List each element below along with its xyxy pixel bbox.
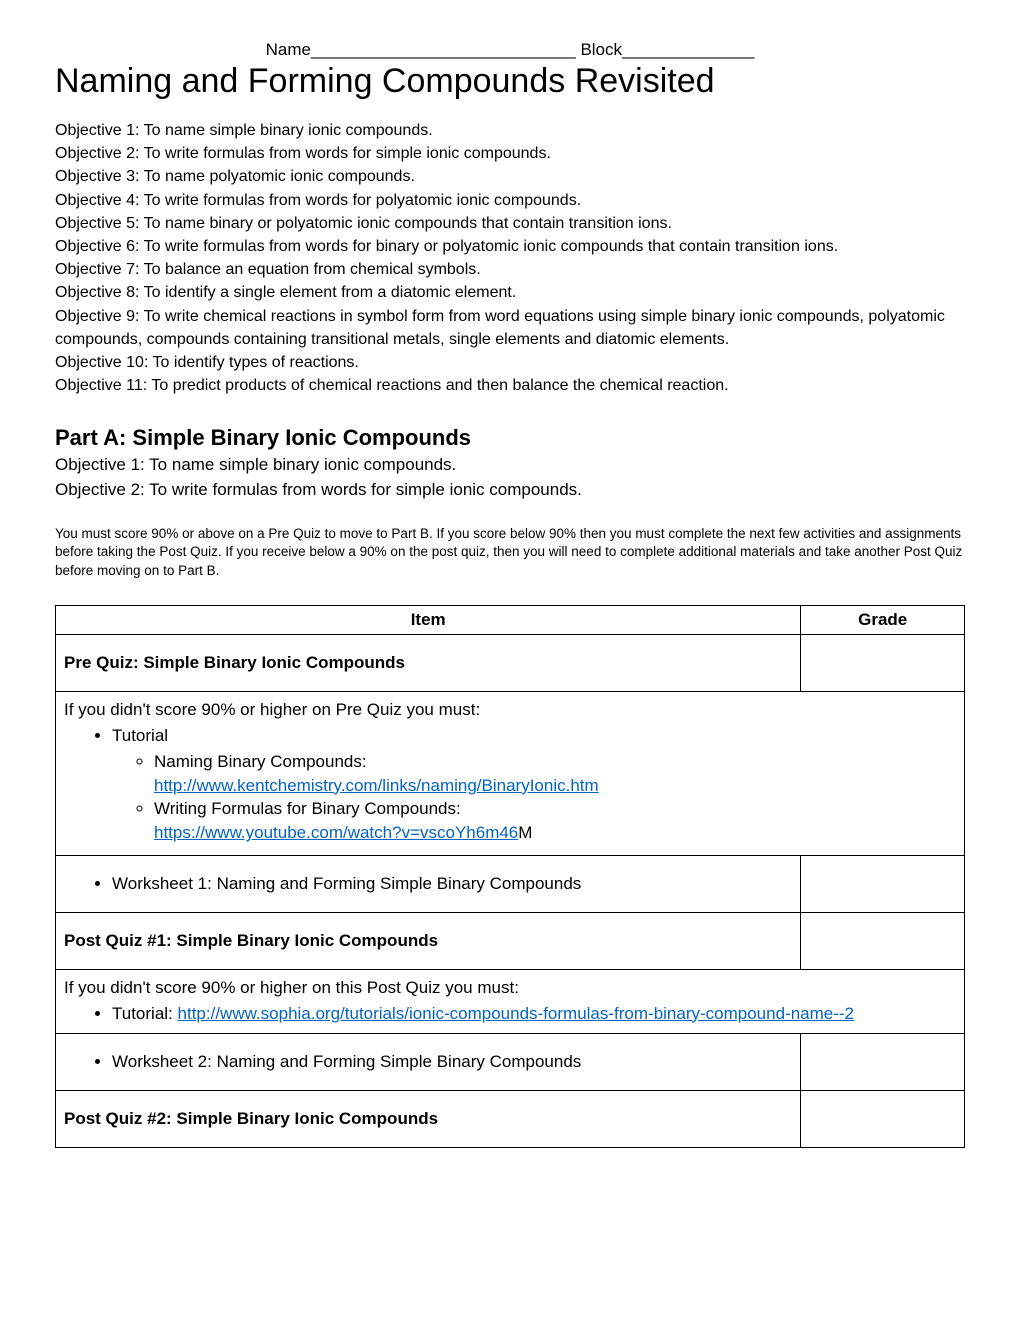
part-a-obj2: Objective 2: To write formulas from word…: [55, 478, 965, 503]
header-line: Name____________________________ Block__…: [55, 40, 965, 60]
table-row: Post Quiz #1: Simple Binary Ionic Compou…: [56, 912, 965, 969]
grade-table: Item Grade Pre Quiz: Simple Binary Ionic…: [55, 605, 965, 1148]
table-header-row: Item Grade: [56, 606, 965, 635]
block-line: ______________: [622, 40, 754, 59]
block-label: Block: [580, 40, 622, 59]
objective-2: Objective 2: To write formulas from word…: [55, 142, 965, 165]
grade-cell: [801, 635, 965, 692]
table-row: Worksheet 1: Naming and Forming Simple B…: [56, 855, 965, 912]
outer-list-2: Tutorial: http://www.sophia.org/tutorial…: [64, 1002, 956, 1026]
objective-4: Objective 4: To write formulas from word…: [55, 189, 965, 212]
objective-5: Objective 5: To name binary or polyatomi…: [55, 212, 965, 235]
grade-cell: [801, 855, 965, 912]
postquiz2-cell: Post Quiz #2: Simple Binary Ionic Compou…: [56, 1091, 801, 1148]
tutorial-cell-2: If you didn't score 90% or higher on thi…: [56, 969, 965, 1034]
part-a-instructions: You must score 90% or above on a Pre Qui…: [55, 525, 965, 582]
naming-label: Naming Binary Compounds:: [154, 752, 367, 771]
table-row: If you didn't score 90% or higher on Pre…: [56, 692, 965, 856]
link-kentchemistry[interactable]: http://www.kentchemistry.com/links/namin…: [154, 776, 599, 795]
name-line: ____________________________: [311, 40, 576, 59]
header-item: Item: [56, 606, 801, 635]
prequiz-cell: Pre Quiz: Simple Binary Ionic Compounds: [56, 635, 801, 692]
inner-list: Naming Binary Compounds: http://www.kent…: [112, 750, 956, 845]
tutorial-item-2: Tutorial: http://www.sophia.org/tutorial…: [112, 1002, 956, 1026]
worksheet1-item: Worksheet 1: Naming and Forming Simple B…: [112, 872, 792, 896]
link-suffix: M: [518, 823, 532, 842]
part-a-title: Part A: Simple Binary Ionic Compounds: [55, 425, 965, 451]
outer-list: Tutorial Naming Binary Compounds: http:/…: [64, 724, 956, 845]
objective-1: Objective 1: To name simple binary ionic…: [55, 119, 965, 142]
objectives-block: Objective 1: To name simple binary ionic…: [55, 119, 965, 397]
grade-cell: [801, 1034, 965, 1091]
grade-cell: [801, 912, 965, 969]
table-row: If you didn't score 90% or higher on thi…: [56, 969, 965, 1034]
worksheet2-cell: Worksheet 2: Naming and Forming Simple B…: [56, 1034, 801, 1091]
worksheet2-item: Worksheet 2: Naming and Forming Simple B…: [112, 1050, 792, 1074]
tutorial-label: Tutorial: [112, 726, 168, 745]
objective-6: Objective 6: To write formulas from word…: [55, 235, 965, 258]
part-a-obj1: Objective 1: To name simple binary ionic…: [55, 453, 965, 478]
link-sophia[interactable]: http://www.sophia.org/tutorials/ionic-co…: [178, 1004, 855, 1023]
table-row: Pre Quiz: Simple Binary Ionic Compounds: [56, 635, 965, 692]
tutorial-item: Tutorial Naming Binary Compounds: http:/…: [112, 724, 956, 845]
tutorial-cell-1: If you didn't score 90% or higher on Pre…: [56, 692, 965, 856]
tutorial-label-2: Tutorial:: [112, 1004, 178, 1023]
objective-3: Objective 3: To name polyatomic ionic co…: [55, 165, 965, 188]
objective-11: Objective 11: To predict products of che…: [55, 374, 965, 397]
row5-intro: If you didn't score 90% or higher on thi…: [64, 978, 519, 997]
naming-item: Naming Binary Compounds: http://www.kent…: [154, 750, 956, 798]
row2-intro: If you didn't score 90% or higher on Pre…: [64, 700, 480, 719]
worksheet1-cell: Worksheet 1: Naming and Forming Simple B…: [56, 855, 801, 912]
writing-item: Writing Formulas for Binary Compounds: h…: [154, 797, 956, 845]
worksheet1-list: Worksheet 1: Naming and Forming Simple B…: [64, 872, 792, 896]
name-label: Name: [266, 40, 311, 59]
objective-8: Objective 8: To identify a single elemen…: [55, 281, 965, 304]
page-title: Naming and Forming Compounds Revisited: [55, 62, 965, 101]
writing-label: Writing Formulas for Binary Compounds:: [154, 799, 461, 818]
link-youtube[interactable]: https://www.youtube.com/watch?v=vscoYh6m…: [154, 823, 518, 842]
postquiz1-cell: Post Quiz #1: Simple Binary Ionic Compou…: [56, 912, 801, 969]
worksheet2-list: Worksheet 2: Naming and Forming Simple B…: [64, 1050, 792, 1074]
grade-cell: [801, 1091, 965, 1148]
objective-9: Objective 9: To write chemical reactions…: [55, 305, 965, 351]
objective-7: Objective 7: To balance an equation from…: [55, 258, 965, 281]
table-row: Worksheet 2: Naming and Forming Simple B…: [56, 1034, 965, 1091]
table-row: Post Quiz #2: Simple Binary Ionic Compou…: [56, 1091, 965, 1148]
objective-10: Objective 10: To identify types of react…: [55, 351, 965, 374]
header-grade: Grade: [801, 606, 965, 635]
